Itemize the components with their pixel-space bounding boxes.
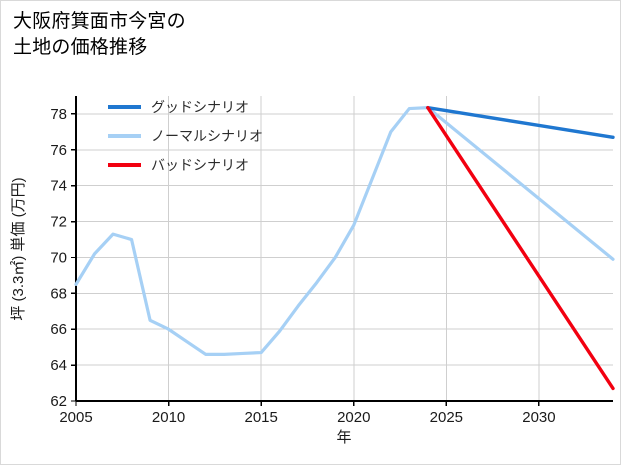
y-tick-label: 66: [50, 321, 67, 338]
legend-normal-scenario-label: ノーマルシナリオ: [151, 128, 263, 144]
y-tick-label: 68: [50, 285, 67, 302]
series-group: [74, 105, 615, 391]
y-tick-label: 64: [50, 357, 67, 374]
x-tick-label: 2020: [337, 409, 370, 426]
x-tick-label: 2025: [430, 409, 463, 426]
series-line-good: [426, 105, 615, 139]
series-line-normal: [74, 106, 615, 356]
legend-bad-scenario-label: バッドシナリオ: [151, 157, 249, 173]
y-tick-label: 74: [50, 178, 67, 195]
legend-good-scenario-label: グッドシナリオ: [151, 99, 249, 115]
y-axis-label: 坪 (3.3㎡) 単価 (万円): [10, 177, 27, 320]
x-axis-label: 年: [336, 429, 351, 446]
y-axis-ticks: 62 64 66 68 70 72 74 76 78: [50, 106, 76, 410]
page-title: 大阪府箕面市今宮の 土地の価格推移: [13, 11, 186, 58]
y-tick-label: 78: [50, 106, 67, 123]
y-tick-label: 62: [50, 393, 67, 410]
x-axis-ticks: 2005 2010 2015 2020 2025 2030: [59, 401, 556, 426]
y-tick-label: 72: [50, 214, 67, 231]
y-tick-label: 76: [50, 142, 67, 159]
x-tick-label: 2030: [522, 409, 555, 426]
series-line-bad: [426, 105, 615, 391]
x-tick-label: 2010: [152, 409, 185, 426]
x-tick-label: 2015: [244, 409, 277, 426]
x-tick-label: 2005: [59, 409, 92, 426]
y-tick-label: 70: [50, 249, 67, 266]
